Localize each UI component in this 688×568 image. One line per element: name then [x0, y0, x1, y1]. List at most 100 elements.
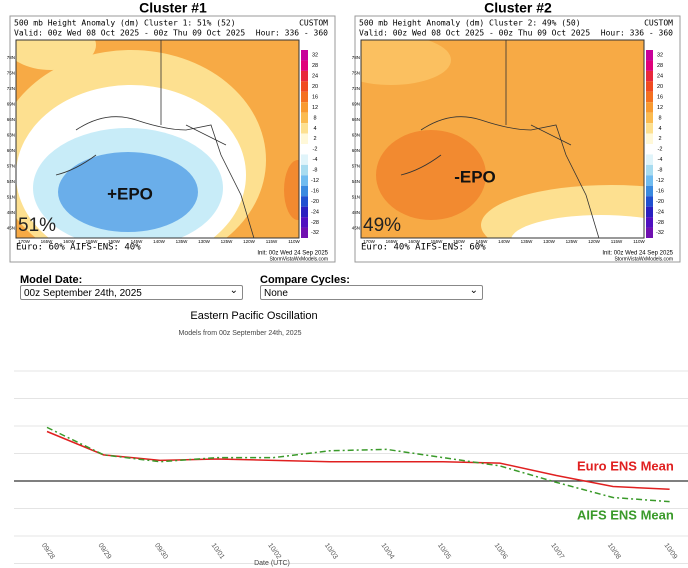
colorbar-cell — [301, 175, 308, 186]
field — [58, 152, 198, 232]
colorbar-label: 24 — [312, 74, 318, 80]
colorbar-cell — [646, 70, 653, 82]
lon-label: 150W — [108, 239, 121, 244]
colorbar-cell — [646, 102, 653, 113]
coastline — [400, 40, 600, 238]
colorbar-label: -8 — [658, 168, 663, 174]
colorbar-label: -28 — [656, 220, 664, 226]
lon-label: 130W — [198, 239, 211, 244]
colorbar-cell — [646, 206, 653, 218]
colorbar-cell — [301, 164, 308, 176]
colorbar-label: 12 — [312, 105, 318, 111]
colorbar-label: -24 — [311, 209, 319, 215]
colorbar-label: 32 — [657, 53, 663, 59]
colorbar-label: -2 — [658, 147, 663, 153]
lat-label: 60N — [352, 148, 360, 153]
colorbar-cell — [301, 70, 308, 82]
lat-label: 63N — [352, 133, 360, 138]
lon-label: 115W — [611, 239, 623, 244]
colorbar-cell — [646, 50, 653, 61]
x-tick-label: 10/06 — [493, 542, 509, 560]
lat-label: 57N — [352, 164, 360, 169]
x-tick-label: 09/28 — [40, 542, 56, 560]
x-axis-label: Date (UTC) — [254, 560, 290, 567]
colorbar-label: -12 — [311, 178, 319, 184]
map-valid: Valid: 00z Wed 08 Oct 2025 - 00z Thu 09 … — [14, 29, 245, 38]
lat-label: 69N — [7, 102, 15, 107]
colorbar-cell — [646, 112, 653, 124]
colorbar-cell — [301, 60, 308, 71]
colorbar-cell — [646, 227, 653, 238]
x-tick-label: 10/04 — [379, 542, 395, 560]
lon-label: 115W — [266, 239, 278, 244]
lon-label: 160W — [408, 239, 421, 244]
colorbar-cell — [301, 133, 308, 144]
lat-label: 48N — [352, 210, 360, 215]
colorbar-label: -4 — [313, 157, 318, 163]
lon-label: 170W — [18, 239, 31, 244]
regime-label: +EPO — [107, 184, 153, 203]
model-date-label: Model Date: — [20, 274, 83, 286]
lat-label: 66N — [352, 117, 360, 122]
coastline — [55, 40, 255, 238]
colorbar-label: -12 — [656, 178, 664, 184]
colorbar-cell — [646, 91, 653, 103]
lon-label: 145W — [476, 239, 489, 244]
lon-label: 170W — [363, 239, 376, 244]
x-tick-label: 09/30 — [153, 542, 169, 560]
lon-label: 165W — [386, 239, 399, 244]
colorbar-cell — [301, 196, 308, 207]
colorbar-cell — [301, 154, 308, 165]
x-tick-label: 10/08 — [606, 542, 622, 560]
compare-select[interactable]: None — [260, 283, 483, 300]
colorbar-label: -4 — [658, 157, 663, 163]
lon-label: 125W — [566, 239, 579, 244]
colorbar-label: 32 — [312, 53, 318, 59]
colorbar-label: 2 — [313, 136, 316, 142]
lat-label: 60N — [7, 148, 15, 153]
series-line — [46, 426, 670, 503]
colorbar-label: 2 — [658, 136, 661, 142]
lat-label: 75N — [352, 71, 360, 76]
cluster-percent: 51% — [18, 215, 56, 236]
colorbar-cell — [646, 154, 653, 165]
credit: StormVistaWxModels.com — [614, 256, 673, 262]
colorbar-cell — [646, 123, 653, 134]
colorbar-label: 4 — [658, 126, 661, 132]
lat-label: 57N — [7, 164, 15, 169]
colorbar-label: -24 — [656, 209, 664, 215]
x-tick-label: 10/05 — [436, 542, 452, 560]
field — [376, 130, 486, 220]
model-date-select[interactable]: 00z September 24th, 2025 — [20, 283, 243, 300]
lon-label: 145W — [131, 239, 144, 244]
credit: StormVistaWxModels.com — [269, 256, 328, 262]
lon-label: 155W — [86, 239, 99, 244]
field — [284, 160, 299, 220]
cluster-maps: Cluster #1 500 mb Height Anomaly (dm) Clu… — [7, 0, 681, 263]
colorbar-cell — [301, 81, 308, 92]
lat-label: 72N — [352, 86, 360, 91]
map-field — [16, 40, 299, 238]
map-panel: Cluster #1 500 mb Height Anomaly (dm) Clu… — [7, 0, 336, 263]
colorbar-cell — [646, 185, 653, 197]
lon-label: 130W — [543, 239, 556, 244]
lat-label: 51N — [7, 195, 15, 200]
colorbar-label: -20 — [311, 199, 319, 205]
lon-label: 155W — [431, 239, 444, 244]
colorbar-label: 4 — [313, 126, 316, 132]
x-tick-label: 10/01 — [210, 542, 226, 560]
x-tick-label: 10/02 — [266, 542, 282, 560]
lat-label: 51N — [352, 195, 360, 200]
lat-label: 48N — [7, 210, 15, 215]
lon-label: 140W — [498, 239, 511, 244]
colorbar-cell — [646, 144, 653, 155]
colorbar-cell — [646, 196, 653, 207]
lon-label: 135W — [176, 239, 189, 244]
lat-label: 63N — [7, 133, 15, 138]
colorbar-label: 28 — [657, 63, 663, 69]
x-tick-label: 10/03 — [323, 542, 339, 560]
lon-label: 110W — [288, 239, 300, 244]
lat-label: 72N — [7, 86, 15, 91]
colorbar-label: 20 — [312, 84, 318, 90]
